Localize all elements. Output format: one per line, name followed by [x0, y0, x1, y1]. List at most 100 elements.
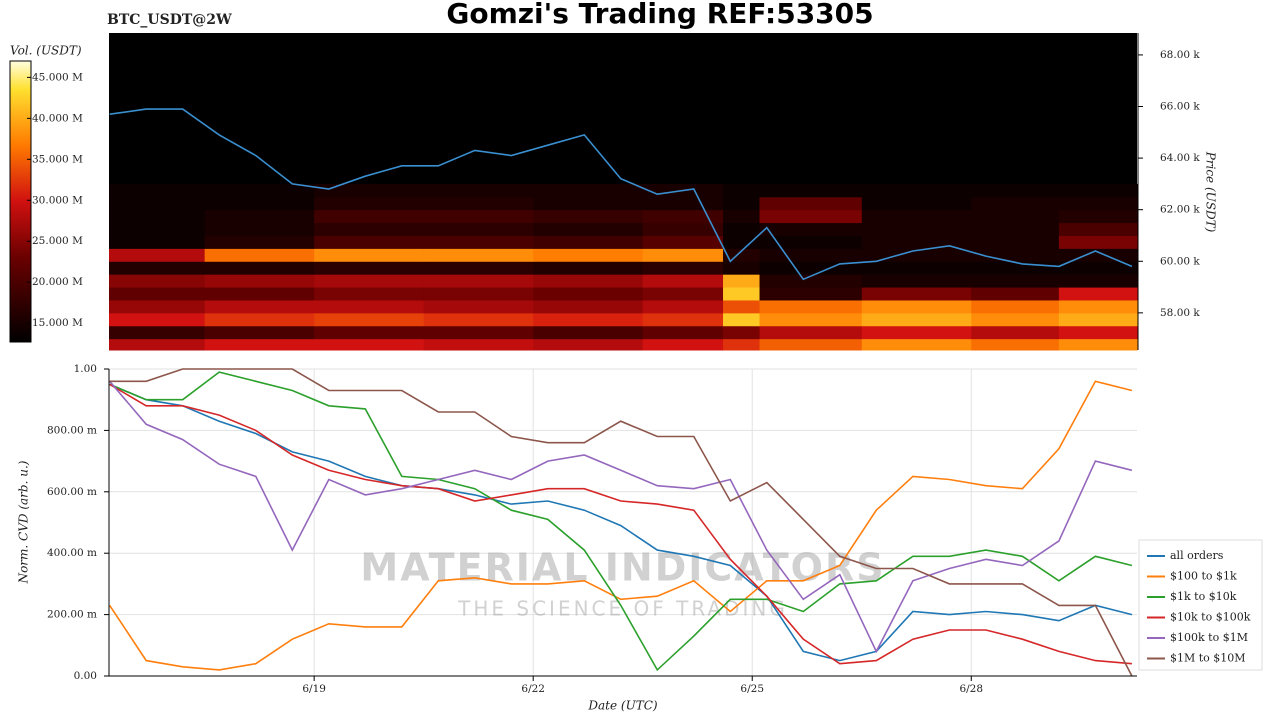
y-tick-label: 400.00 m	[47, 547, 97, 559]
heatmap-cell	[533, 274, 644, 288]
x-axis-label: Date (UTC)	[587, 699, 657, 713]
x-tick-label: 6/28	[959, 683, 983, 695]
heatmap-cell	[861, 299, 972, 314]
heatmap-cell	[314, 299, 425, 314]
heatmap-cell	[723, 235, 761, 249]
heatmap-cell	[971, 196, 1060, 211]
heatmap-cell	[759, 196, 863, 211]
cvd-axis-label: Norm. CVD (arb. u.)	[17, 460, 31, 584]
heatmap-cell	[533, 312, 644, 327]
heatmap-cell	[1058, 287, 1138, 301]
heatmap-cell	[642, 209, 724, 224]
heatmap-cell	[314, 325, 425, 340]
legend-label: $100 to $1k	[1170, 570, 1237, 583]
heatmap-cell	[861, 222, 972, 236]
heatmap-cell	[723, 209, 761, 224]
heatmap-cell	[109, 183, 206, 198]
legend-label: $10k to $100k	[1170, 611, 1251, 624]
watermark-subtitle: THE SCIENCE OF TRADING	[457, 597, 788, 621]
heatmap-cell	[759, 299, 863, 314]
heatmap-cell	[204, 299, 315, 314]
heatmap-cell	[759, 222, 863, 236]
y-tick-label: 0.00	[74, 670, 97, 682]
heatmap-cell	[533, 209, 644, 224]
heatmap-cell	[723, 299, 761, 314]
heatmap-cell	[204, 338, 315, 351]
heatmap-cell	[971, 299, 1060, 314]
heatmap-cell	[759, 183, 863, 198]
y-tick-label: 66.00 k	[1160, 101, 1200, 113]
heatmap-cell	[642, 222, 724, 236]
heatmap-cell	[533, 222, 644, 236]
heatmap-cell	[971, 312, 1060, 327]
heatmap-cell	[971, 325, 1060, 340]
heatmap-cell	[861, 261, 972, 275]
legend-label: all orders	[1170, 549, 1224, 562]
heatmap-cell	[1058, 274, 1138, 288]
heatmap-cell	[533, 235, 644, 249]
heatmap-cell	[314, 312, 425, 327]
heatmap-cell	[423, 338, 534, 351]
heatmap-cell	[759, 325, 863, 340]
heatmap-cell	[109, 235, 206, 249]
heatmap-cell	[723, 312, 761, 327]
heatmap-cell	[723, 222, 761, 236]
heatmap-cell	[723, 183, 761, 198]
heatmap-cell	[204, 312, 315, 327]
heatmap-cell	[204, 235, 315, 249]
heatmap-cell	[723, 338, 761, 351]
heatmap-cell	[204, 287, 315, 301]
heatmap-cell	[861, 325, 972, 340]
heatmap-cell	[423, 274, 534, 288]
heatmap-cell	[861, 287, 972, 301]
heatmap-cell	[861, 196, 972, 211]
colorbar-tick-label: 25.000 M	[32, 235, 83, 247]
heatmap-cell	[204, 183, 315, 198]
heatmap-cell	[642, 299, 724, 314]
watermark-title: MATERIAL INDICATORS	[360, 546, 885, 590]
heatmap-cell	[642, 274, 724, 288]
heatmap-cell	[861, 274, 972, 288]
heatmap-cell	[109, 222, 206, 236]
heatmap-cell	[423, 248, 534, 262]
legend-label: $1M to $10M	[1170, 652, 1246, 665]
heatmap-cell	[971, 183, 1060, 198]
heatmap-cell	[642, 338, 724, 351]
heatmap-cell	[204, 196, 315, 211]
heatmap-cell	[723, 325, 761, 340]
heatmap-cell	[423, 209, 534, 224]
heatmap-cell	[204, 325, 315, 340]
heatmap-cell	[314, 248, 425, 262]
heatmap-cell	[971, 338, 1060, 351]
price-axis-label: Price (USDT)	[1204, 151, 1218, 233]
heatmap-cell	[423, 261, 534, 275]
heatmap-cell	[204, 222, 315, 236]
heatmap-cell	[723, 261, 761, 275]
colorbar-tick-label: 40.000 M	[32, 112, 83, 124]
heatmap-cells	[109, 183, 1138, 351]
y-tick-label: 600.00 m	[47, 486, 97, 498]
heatmap-cell	[204, 209, 315, 224]
heatmap-cell	[1058, 325, 1138, 340]
heatmap-cell	[314, 222, 425, 236]
y-tick-label: 60.00 k	[1160, 255, 1200, 267]
heatmap-cell	[723, 287, 761, 301]
heatmap-cell	[204, 274, 315, 288]
heatmap-cell	[533, 299, 644, 314]
heatmap-cell	[533, 183, 644, 198]
heatmap-cell	[533, 261, 644, 275]
legend-label: $1k to $10k	[1170, 590, 1237, 603]
y-tick-label: 200.00 m	[47, 609, 97, 621]
cvd-line	[109, 368, 1133, 677]
heatmap-cell	[314, 338, 425, 351]
heatmap-cell	[423, 312, 534, 327]
heatmap-cell	[1058, 183, 1138, 198]
heatmap-cell	[723, 196, 761, 211]
heatmap-cell	[642, 312, 724, 327]
heatmap-cell	[314, 183, 425, 198]
x-tick-label: 6/19	[302, 683, 326, 695]
axes-frame	[108, 369, 1137, 677]
heatmap-cell	[759, 338, 863, 351]
heatmap-cell	[109, 261, 206, 275]
